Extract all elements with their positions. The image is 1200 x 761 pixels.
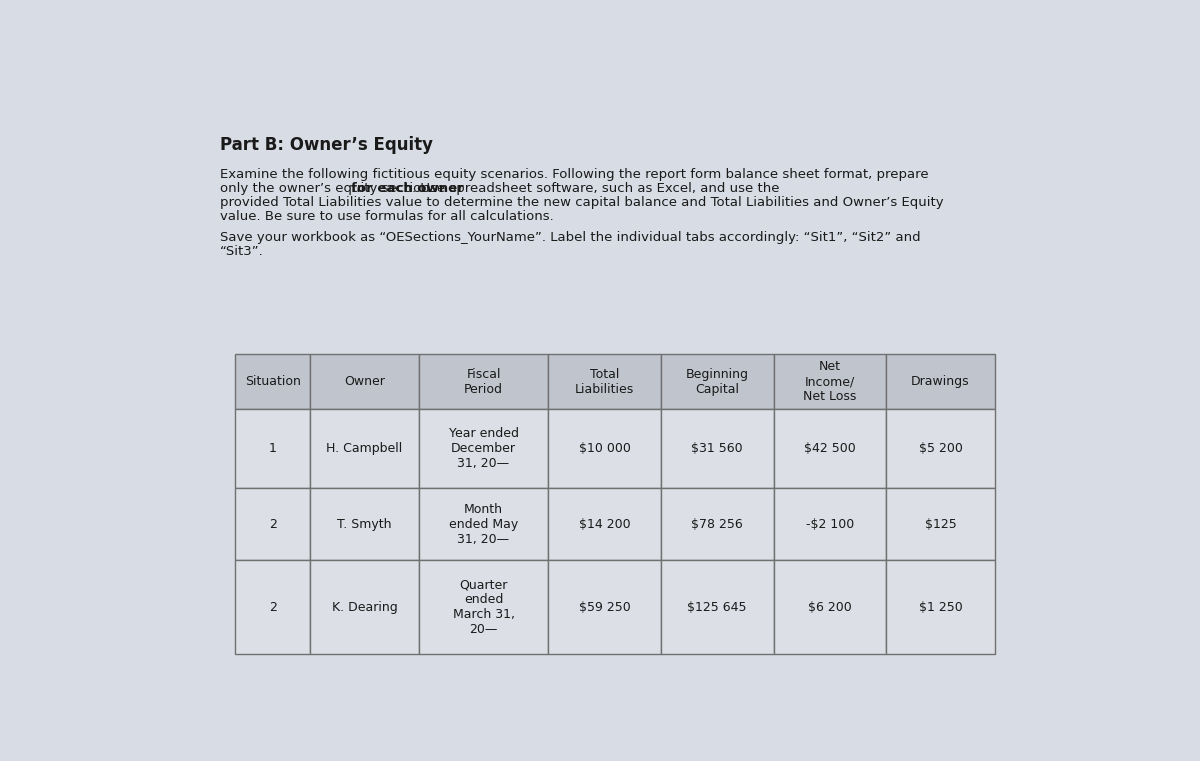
Text: provided Total Liabilities value to determine the new capital balance and Total : provided Total Liabilities value to dete…	[220, 196, 943, 209]
Text: $6 200: $6 200	[808, 600, 852, 613]
Text: Net
Income/
Net Loss: Net Income/ Net Loss	[803, 360, 857, 403]
Text: Beginning
Capital: Beginning Capital	[685, 368, 749, 396]
Bar	[311, 409, 419, 489]
Text: for each owner: for each owner	[352, 182, 464, 195]
Text: only the owner’s equity section: only the owner’s equity section	[220, 182, 433, 195]
Bar	[661, 354, 774, 409]
Text: $42 500: $42 500	[804, 442, 856, 456]
Text: Quarter
ended
March 31,
20—: Quarter ended March 31, 20—	[452, 578, 515, 636]
Bar	[311, 354, 419, 409]
Text: Total
Liabilities: Total Liabilities	[575, 368, 634, 396]
Text: Drawings: Drawings	[911, 375, 970, 388]
Text: Part B: Owner’s Equity: Part B: Owner’s Equity	[220, 136, 433, 154]
Text: $14 200: $14 200	[578, 517, 630, 530]
Bar	[235, 409, 311, 489]
Bar	[774, 560, 887, 654]
Text: $5 200: $5 200	[918, 442, 962, 456]
Text: Examine the following fictitious equity scenarios. Following the report form bal: Examine the following fictitious equity …	[220, 168, 929, 181]
Bar	[887, 354, 995, 409]
Text: Save your workbook as “OESections_YourName”. Label the individual tabs according: Save your workbook as “OESections_YourNa…	[220, 231, 920, 244]
Bar	[419, 489, 548, 560]
Bar	[661, 560, 774, 654]
Bar	[419, 354, 548, 409]
Text: $59 250: $59 250	[578, 600, 630, 613]
Text: 2: 2	[269, 600, 277, 613]
Bar	[235, 354, 311, 409]
Bar	[311, 489, 419, 560]
Bar	[774, 489, 887, 560]
Bar	[548, 489, 661, 560]
Text: $125: $125	[925, 517, 956, 530]
Text: . Use spreadsheet software, such as Excel, and use the: . Use spreadsheet software, such as Exce…	[412, 182, 779, 195]
Bar	[548, 560, 661, 654]
Text: $125 645: $125 645	[688, 600, 746, 613]
Text: 1: 1	[269, 442, 277, 456]
Bar	[661, 409, 774, 489]
Bar	[311, 560, 419, 654]
Text: Situation: Situation	[245, 375, 301, 388]
Bar	[774, 354, 887, 409]
Text: 2: 2	[269, 517, 277, 530]
Text: “Sit3”.: “Sit3”.	[220, 244, 264, 257]
Bar	[235, 560, 311, 654]
Text: K. Dearing: K. Dearing	[331, 600, 397, 613]
Bar	[774, 409, 887, 489]
Text: Fiscal
Period: Fiscal Period	[464, 368, 503, 396]
Bar	[548, 409, 661, 489]
Text: Owner: Owner	[344, 375, 385, 388]
Text: H. Campbell: H. Campbell	[326, 442, 403, 456]
Text: -$2 100: -$2 100	[805, 517, 854, 530]
Bar	[661, 489, 774, 560]
Bar	[887, 409, 995, 489]
Text: T. Smyth: T. Smyth	[337, 517, 392, 530]
Bar	[548, 354, 661, 409]
Bar	[887, 560, 995, 654]
Bar	[887, 489, 995, 560]
Text: $78 256: $78 256	[691, 517, 743, 530]
Bar	[235, 489, 311, 560]
Bar	[419, 560, 548, 654]
Text: $1 250: $1 250	[919, 600, 962, 613]
Bar	[419, 409, 548, 489]
Text: $31 560: $31 560	[691, 442, 743, 456]
Text: $10 000: $10 000	[578, 442, 630, 456]
Text: Month
ended May
31, 20—: Month ended May 31, 20—	[449, 503, 518, 546]
Text: value. Be sure to use formulas for all calculations.: value. Be sure to use formulas for all c…	[220, 210, 553, 223]
Text: Year ended
December
31, 20—: Year ended December 31, 20—	[449, 428, 518, 470]
